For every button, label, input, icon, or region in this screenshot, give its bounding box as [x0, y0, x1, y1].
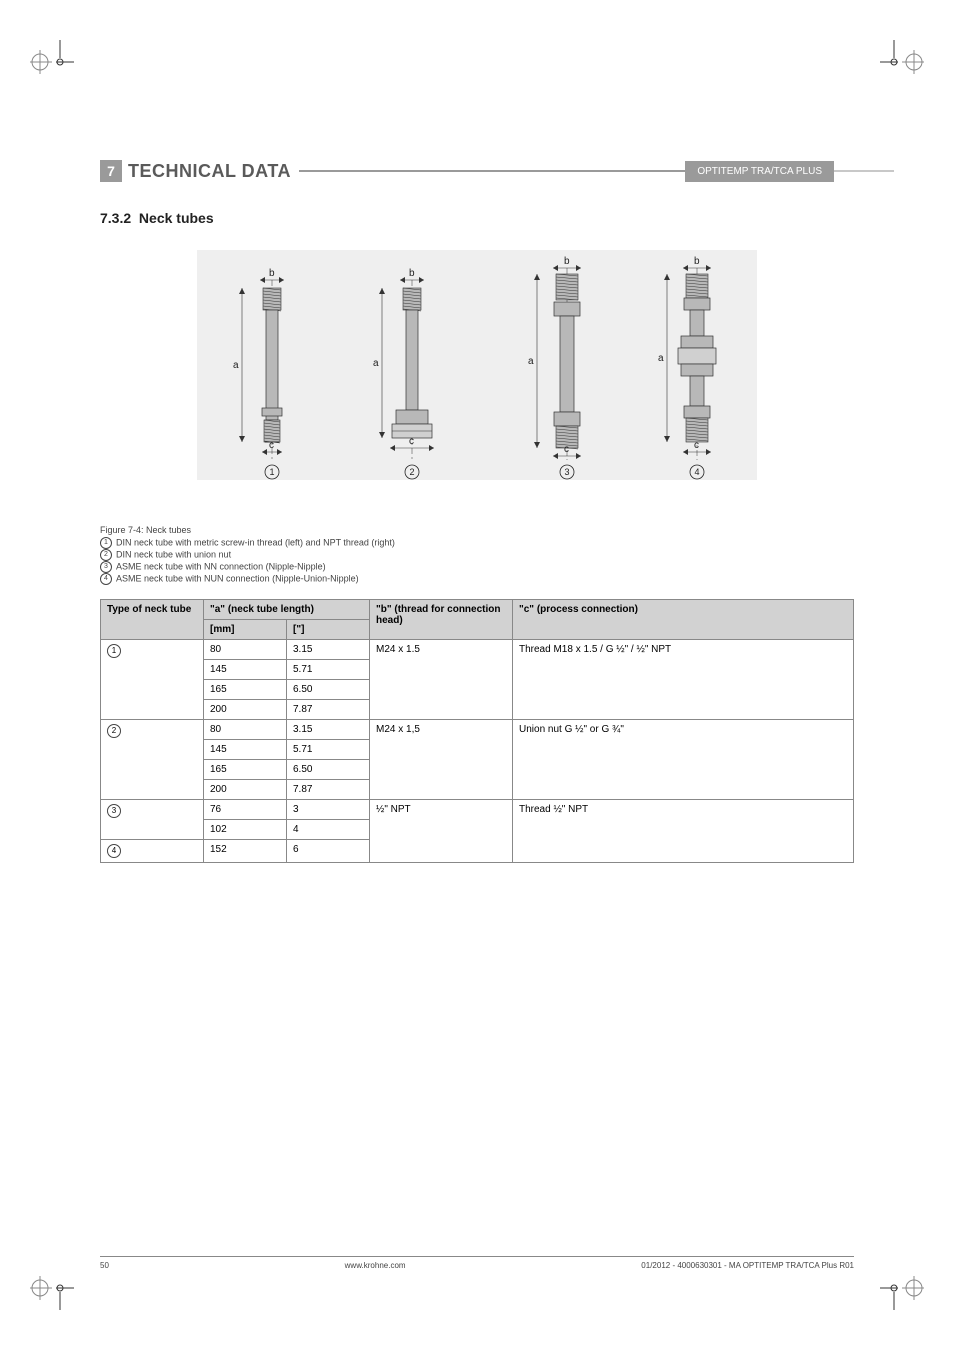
- footer-url: www.krohne.com: [345, 1261, 406, 1270]
- svg-text:a: a: [233, 360, 239, 371]
- svg-text:a: a: [373, 358, 379, 369]
- header-bar: 7 TECHNICAL DATA OPTITEMP TRA/TCA PLUS: [100, 160, 894, 182]
- svg-text:c: c: [269, 440, 274, 451]
- svg-text:b: b: [409, 268, 415, 279]
- header-rule: [299, 170, 685, 172]
- svg-text:b: b: [269, 268, 275, 279]
- svg-text:c: c: [564, 444, 569, 455]
- svg-text:c: c: [694, 440, 699, 451]
- header-rule-trailing: [834, 170, 894, 172]
- svg-text:b: b: [694, 256, 700, 267]
- figure-caption: Figure 7-4: Neck tubes: [100, 525, 854, 535]
- svg-text:c: c: [409, 436, 414, 447]
- crop-mark-tr: [880, 40, 924, 84]
- svg-text:a: a: [528, 356, 534, 367]
- footer-doc: 01/2012 - 4000630301 - MA OPTITEMP TRA/T…: [641, 1261, 854, 1270]
- crop-mark-tl: [30, 40, 74, 84]
- figure-neck-tubes: b a c 1 b a c 2 b a c 3 b a c 4: [100, 250, 854, 515]
- neck-tubes-diagram: b a c 1 b a c 2 b a c 3 b a c 4: [197, 250, 757, 510]
- chapter-title: TECHNICAL DATA: [128, 161, 291, 182]
- figure-notes: 1DIN neck tube with metric screw-in thre…: [100, 537, 854, 585]
- page-footer: 50 www.krohne.com 01/2012 - 4000630301 -…: [100, 1256, 854, 1270]
- section-heading: 7.3.2 Neck tubes: [100, 210, 854, 226]
- chapter-number: 7: [100, 160, 122, 182]
- product-name: OPTITEMP TRA/TCA PLUS: [685, 161, 834, 182]
- neck-tube-table: Type of neck tube"a" (neck tube length)"…: [100, 599, 854, 863]
- footer-page: 50: [100, 1261, 109, 1270]
- svg-text:3: 3: [564, 467, 569, 477]
- svg-text:1: 1: [269, 467, 274, 477]
- svg-text:4: 4: [694, 467, 699, 477]
- svg-text:b: b: [564, 256, 570, 267]
- svg-text:2: 2: [409, 467, 414, 477]
- crop-mark-bl: [30, 1266, 74, 1310]
- svg-text:a: a: [658, 353, 664, 364]
- crop-mark-br: [880, 1266, 924, 1310]
